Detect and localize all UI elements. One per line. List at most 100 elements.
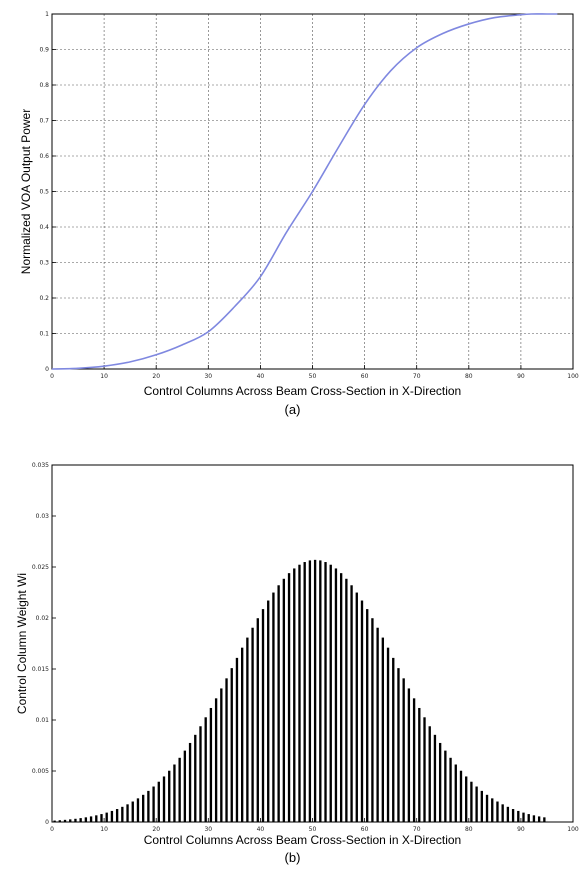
x-tick-label: 50	[309, 373, 317, 380]
bar	[95, 815, 98, 822]
y-tick-label: 0.1	[39, 331, 49, 338]
x-tick-label: 80	[465, 826, 473, 833]
bar	[480, 790, 483, 822]
bar	[543, 817, 546, 822]
x-tick-label: 70	[413, 373, 421, 380]
bar	[79, 818, 82, 822]
bar	[69, 819, 72, 822]
bar	[465, 776, 468, 822]
y-tick-label: 0.3	[39, 260, 49, 267]
bar	[183, 750, 187, 822]
bar	[287, 573, 291, 822]
x-tick-label: 20	[152, 373, 160, 380]
bar	[168, 770, 171, 822]
bar	[188, 742, 192, 822]
bar	[454, 764, 457, 822]
bar	[209, 707, 213, 822]
x-axis-label: Control Columns Across Beam Cross-Sectio…	[144, 833, 461, 847]
x-axis-label: Control Columns Across Beam Cross-Sectio…	[144, 384, 461, 398]
bar	[220, 688, 223, 822]
y-tick-label: 0.7	[39, 118, 49, 125]
y-axis-label: Normalized VOA Output Power	[19, 109, 33, 274]
bar	[89, 816, 93, 822]
y-tick-label: 1	[45, 11, 49, 18]
y-tick-label: 0.9	[39, 47, 49, 54]
bar	[511, 809, 515, 822]
bar	[136, 798, 140, 822]
x-tick-label: 50	[309, 826, 317, 833]
bar	[386, 647, 390, 822]
bar	[267, 600, 270, 822]
bar	[53, 820, 56, 822]
bar	[522, 812, 525, 822]
bar	[527, 814, 530, 822]
bar	[131, 801, 134, 822]
bar	[178, 757, 181, 822]
x-tick-label: 0	[50, 826, 54, 833]
bar	[225, 678, 228, 822]
bar	[402, 678, 405, 822]
bar	[470, 781, 473, 822]
panel-caption: (b)	[285, 850, 301, 865]
bar	[240, 647, 244, 822]
bar	[485, 794, 489, 822]
bar	[115, 809, 119, 822]
bar	[313, 559, 317, 822]
bar	[214, 698, 218, 822]
bar	[147, 790, 150, 822]
bar	[84, 817, 88, 822]
bar	[324, 562, 327, 822]
x-tick-label: 80	[465, 373, 473, 380]
bar	[381, 637, 385, 822]
x-tick-label: 40	[257, 826, 265, 833]
y-tick-label: 0.025	[32, 564, 49, 571]
y-tick-label: 0.01	[36, 717, 50, 724]
bar	[350, 585, 353, 822]
bar	[438, 742, 442, 822]
bar	[339, 573, 343, 822]
bar	[74, 818, 77, 822]
bar	[251, 627, 254, 822]
y-tick-label: 0.4	[39, 224, 49, 231]
bar	[392, 657, 395, 822]
bar	[105, 812, 108, 822]
bar	[121, 806, 124, 822]
x-tick-label: 70	[413, 826, 421, 833]
bar	[173, 764, 176, 822]
chart-panel-b: 0 10 20 30 40 50 60 70 80 90 100 0 0.005 0.01 0.015 0.0…	[15, 462, 579, 865]
x-tick-label: 10	[100, 373, 108, 380]
bar	[407, 688, 411, 822]
bar	[157, 781, 160, 822]
bar	[360, 600, 364, 822]
y-tick-label: 0.5	[39, 189, 49, 196]
x-tick-label: 60	[361, 373, 369, 380]
plot-frame	[51, 464, 574, 823]
x-tick-label: 90	[517, 826, 525, 833]
bar	[272, 592, 275, 822]
y-tick-label: 0	[45, 366, 49, 373]
bar	[204, 717, 207, 822]
bar	[246, 637, 249, 822]
bar	[298, 564, 301, 822]
x-tick-label: 100	[567, 826, 579, 833]
bar	[162, 776, 166, 822]
y-tick-label: 0.015	[32, 666, 49, 673]
bar	[110, 810, 114, 822]
bar	[329, 564, 332, 822]
x-tick-label: 20	[152, 826, 160, 833]
x-tick-label: 90	[517, 373, 525, 380]
bar	[501, 804, 504, 822]
y-tick-label: 0.02	[36, 615, 50, 622]
bar	[537, 816, 541, 822]
bar	[517, 810, 520, 822]
bar	[433, 734, 437, 822]
bar	[366, 609, 369, 822]
bar	[235, 657, 239, 822]
panel-caption: (a)	[285, 402, 301, 417]
bar	[152, 786, 155, 822]
bar	[282, 578, 286, 822]
bar	[412, 698, 416, 822]
x-tick-label: 60	[361, 826, 369, 833]
bar	[199, 726, 202, 822]
